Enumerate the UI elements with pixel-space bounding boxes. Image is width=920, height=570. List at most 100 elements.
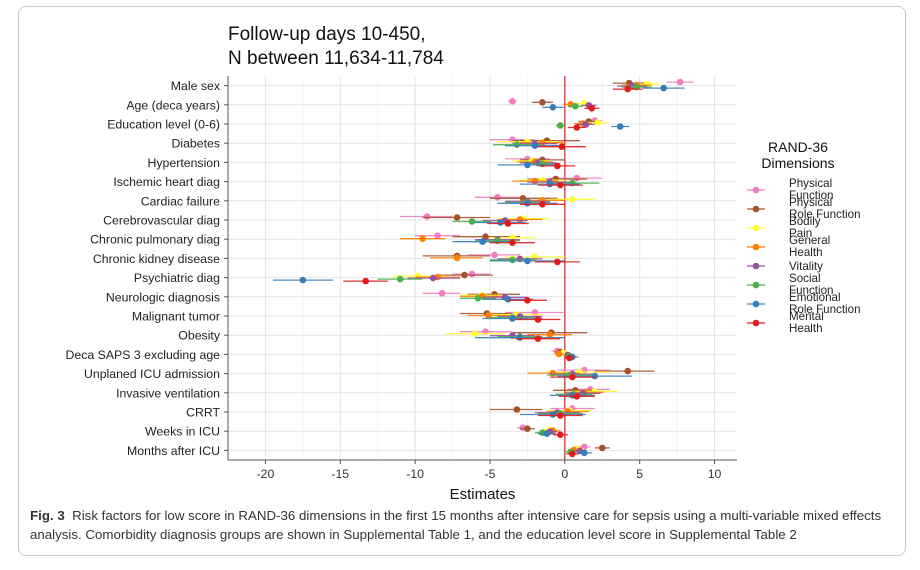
- y-tick-label: Weeks in ICU: [145, 425, 220, 439]
- x-tick-label: 5: [636, 467, 643, 481]
- chart-title: N between 11,634-11,784: [228, 48, 444, 69]
- data-point: [554, 162, 561, 170]
- data-point: [468, 218, 476, 225]
- data-point: [524, 200, 531, 207]
- x-tick-label: -20: [257, 467, 275, 481]
- data-point: [479, 238, 486, 245]
- data-point: [468, 270, 476, 278]
- x-tick-label: -15: [331, 467, 349, 481]
- legend-key-dot: [752, 300, 760, 308]
- x-tick-label: -10: [406, 467, 424, 481]
- caption-text: Risk factors for low score in RAND-36 di…: [30, 508, 882, 542]
- data-point: [513, 141, 521, 148]
- legend-key-dot: [752, 224, 760, 232]
- y-tick-label: Invasive ventilation: [116, 386, 220, 400]
- forest-plot: Male sex Age (deca years) Education level …: [66, 24, 861, 503]
- y-tick-label: Age (deca years): [126, 98, 220, 112]
- figure-caption: Fig. 3 Risk factors for low score in RAN…: [30, 506, 890, 544]
- x-tick-label: 10: [708, 467, 722, 481]
- data-point: [524, 257, 531, 265]
- data-point: [513, 406, 521, 413]
- data-point: [531, 142, 539, 149]
- data-point: [569, 450, 576, 458]
- data-point: [423, 213, 431, 220]
- data-point: [438, 290, 446, 297]
- chart-title: Follow-up days 10-450,: [228, 24, 426, 45]
- data-point: [569, 373, 576, 381]
- data-point: [581, 449, 588, 457]
- data-point: [546, 180, 554, 188]
- x-tick-label: -5: [485, 467, 496, 481]
- y-tick-label: Cerebrovascular diag: [103, 214, 220, 228]
- data-point: [419, 235, 426, 242]
- y-tick-label: Education level (0-6): [107, 118, 220, 132]
- legend-key-dot: [752, 319, 760, 327]
- legend-key-dot: [752, 205, 760, 213]
- legend-label: Role Function: [789, 303, 861, 316]
- data-point: [624, 367, 632, 375]
- legend-label: Physical: [789, 196, 832, 209]
- data-point: [539, 99, 546, 106]
- y-tick-label: Ischemic heart diag: [113, 175, 220, 189]
- legend-label: Social: [789, 272, 821, 285]
- y-tick-label: Chronic kidney disease: [93, 252, 220, 266]
- data-point: [557, 412, 564, 419]
- data-point: [453, 254, 461, 262]
- legend-label: Health: [789, 322, 823, 335]
- y-tick-label: Male sex: [171, 79, 221, 93]
- data-point: [509, 315, 516, 322]
- x-tick-label: 0: [561, 467, 568, 481]
- data-point: [598, 444, 606, 452]
- data-point: [491, 251, 498, 259]
- data-point: [558, 143, 566, 150]
- data-point: [549, 104, 557, 111]
- y-tick-label: Unplaned ICU admission: [84, 367, 220, 381]
- data-point: [588, 105, 596, 112]
- y-tick-label: Hypertension: [148, 156, 221, 170]
- y-tick-label: Psychiatric diag: [134, 271, 220, 285]
- y-tick-label: Neurologic diagnosis: [106, 290, 220, 304]
- data-point: [524, 297, 531, 304]
- legend-label: Function: [789, 189, 833, 202]
- legend-label: General: [789, 234, 830, 247]
- data-point: [471, 330, 479, 338]
- data-point: [534, 316, 542, 323]
- data-point: [676, 78, 684, 86]
- data-point: [362, 277, 370, 285]
- data-point: [504, 220, 512, 227]
- legend-title: RAND-36: [768, 139, 828, 155]
- legend-label: Role Function: [789, 208, 861, 221]
- data-point: [434, 232, 441, 239]
- legend-label: Function: [789, 284, 833, 297]
- data-point: [569, 196, 576, 203]
- legend-key-dot: [752, 281, 760, 289]
- data-point: [516, 334, 524, 342]
- legend-label: Vitality: [789, 260, 823, 273]
- y-tick-label: CRRT: [186, 406, 220, 420]
- figure-frame: [18, 6, 906, 556]
- data-point: [591, 372, 599, 380]
- caption-label: Fig. 3: [30, 508, 65, 523]
- data-point: [497, 219, 504, 226]
- data-point: [572, 103, 579, 110]
- data-point: [516, 216, 524, 223]
- data-point: [566, 354, 573, 362]
- data-point: [582, 121, 590, 128]
- data-point: [549, 411, 557, 418]
- legend-label: Bodily: [789, 215, 821, 228]
- legend-label: Physical: [789, 177, 832, 190]
- data-point: [453, 214, 461, 221]
- data-point: [546, 331, 554, 339]
- x-axis-title: Estimates: [450, 486, 516, 503]
- data-point: [474, 295, 482, 302]
- data-point: [534, 335, 542, 343]
- data-point: [616, 123, 624, 130]
- legend-label: Pain: [789, 227, 812, 240]
- data-point: [573, 174, 581, 182]
- y-tick-label: Diabetes: [171, 137, 220, 151]
- data-point: [531, 177, 539, 185]
- data-point: [594, 119, 602, 126]
- data-point: [494, 194, 501, 201]
- data-point: [557, 122, 564, 129]
- data-point: [573, 393, 581, 400]
